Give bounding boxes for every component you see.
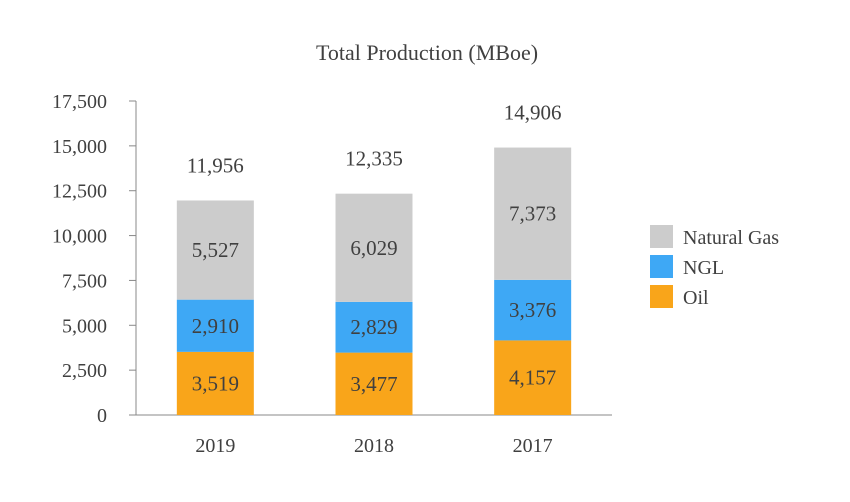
x-tick-label: 2017 [513,435,553,457]
data-label-ngl: 2,829 [350,315,397,339]
legend-swatch-oil [650,285,673,308]
total-label: 12,335 [345,147,403,171]
bar-segment-oil [335,352,413,415]
y-tick-label: 0 [97,405,107,427]
legend: Natural Gas NGL Oil [650,225,779,309]
bar-segment-natural-gas [176,200,254,300]
bar-segment-ngl [494,279,572,341]
data-label-oil: 4,157 [509,366,556,390]
total-label: 14,906 [504,101,562,125]
x-tick-label: 2018 [354,435,394,457]
total-label: 11,956 [187,153,244,177]
legend-swatch-natural-gas [650,225,673,248]
y-tick-label: 15,000 [52,136,107,158]
y-tick-label: 17,500 [52,91,107,113]
y-axis: 0 2,500 5,000 7,500 10,000 12,500 15,000 17,500 [52,91,136,427]
data-label-ngl: 3,376 [509,298,556,322]
bar-segment-ngl [335,301,413,353]
data-label-oil: 3,477 [350,372,397,396]
data-label-ngl: 2,910 [192,314,239,338]
legend-label-natural-gas: Natural Gas [683,227,779,249]
data-label-natural-gas: 7,373 [509,202,556,226]
legend-swatch-ngl [650,255,673,278]
bar-segment-ngl [176,299,254,352]
data-label-natural-gas: 6,029 [350,236,397,260]
y-tick-label: 7,500 [62,270,107,292]
bar-segment-oil [176,351,254,415]
y-tick-label: 2,500 [62,360,107,382]
bar-segment-oil [494,340,572,415]
data-label-natural-gas: 5,527 [192,238,239,262]
y-tick-label: 10,000 [52,226,107,248]
legend-label-oil: Oil [683,287,709,309]
y-tick-label: 5,000 [62,315,107,337]
x-tick-label: 2019 [195,435,235,457]
chart-title: Total Production (MBoe) [316,40,538,65]
legend-label-ngl: NGL [683,257,724,279]
bar-segment-natural-gas [335,193,413,302]
bar-segment-natural-gas [494,147,572,280]
bars: 3,519 2,910 5,527 11,956 3,477 2,829 6,029 12,3… [176,101,572,415]
data-label-oil: 3,519 [192,371,239,395]
x-axis-labels: 2019 2018 2017 [195,435,552,457]
y-tick-label: 12,500 [52,181,107,203]
